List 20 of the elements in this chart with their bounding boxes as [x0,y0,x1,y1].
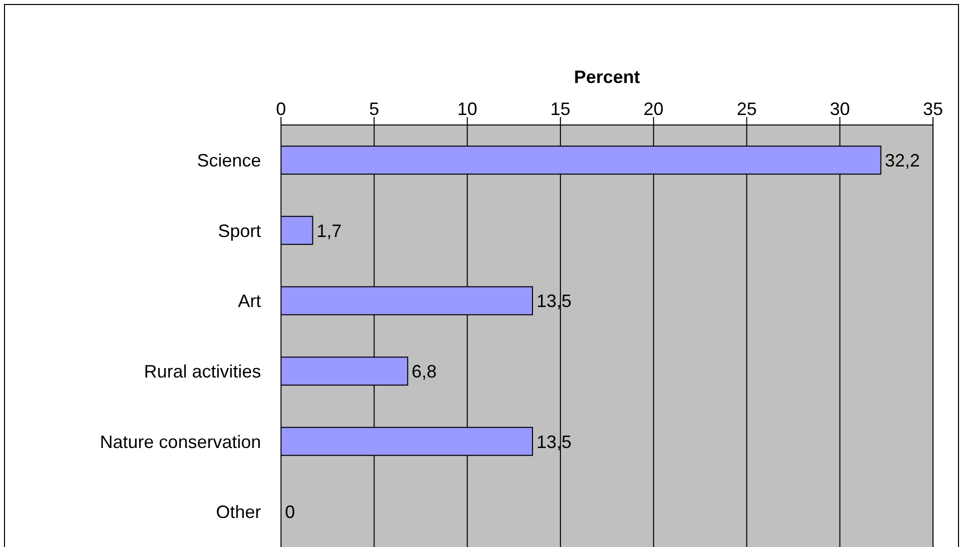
y-tick-label: Science [196,150,261,171]
data-label: 32,2 [884,150,920,170]
x-tick-label: 30 [830,99,850,119]
x-tick-label: 5 [369,99,380,119]
data-label: 1,7 [316,220,342,241]
data-label: 0 [285,502,296,522]
bar [281,216,314,245]
y-tick-label: Rural activities [144,362,261,382]
x-axis-title: Percent [574,66,640,87]
y-tick-label: Nature conservation [100,432,261,452]
x-tick-label: 25 [736,99,757,119]
x-tick-label: 15 [550,99,570,119]
x-tick-label: 10 [457,99,478,119]
data-label: 6,8 [412,361,437,382]
y-tick-label: Other [216,502,261,522]
y-tick-label: Sport [218,220,261,241]
x-tick-label: 35 [922,99,944,119]
x-tick-label: 0 [276,99,286,119]
y-tick-label: Art [238,291,261,312]
x-tick-label: 20 [644,99,664,119]
